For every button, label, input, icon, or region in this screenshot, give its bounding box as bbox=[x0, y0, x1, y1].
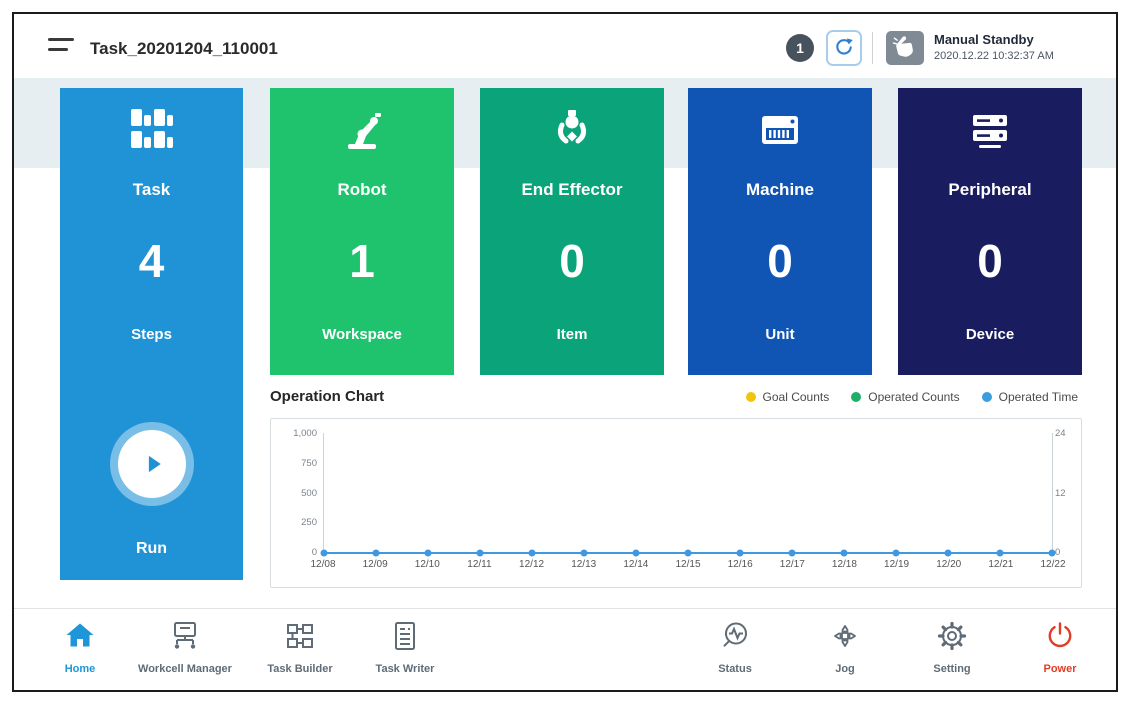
end-effector-card-label: End Effector bbox=[480, 180, 664, 200]
legend-goal-counts: Goal Counts bbox=[746, 390, 830, 404]
refresh-icon bbox=[833, 36, 855, 61]
robot-arm-icon bbox=[270, 107, 454, 153]
jog-icon bbox=[828, 619, 862, 658]
server-icon bbox=[898, 107, 1082, 153]
machine-icon bbox=[688, 107, 872, 153]
chart-left-ticks: 1,0007505002500 bbox=[275, 428, 317, 558]
nav-workcell-manager-label: Workcell Manager bbox=[138, 663, 232, 675]
chart-plot bbox=[323, 433, 1053, 553]
chart-title: Operation Chart bbox=[270, 388, 384, 405]
operated-counts-dot bbox=[851, 392, 861, 402]
robot-card-sublabel: Workspace bbox=[270, 326, 454, 343]
task-builder-icon bbox=[283, 619, 317, 658]
home-icon bbox=[63, 619, 97, 658]
power-icon bbox=[1043, 619, 1077, 658]
nav-setting-label: Setting bbox=[933, 663, 970, 675]
machine-card-value: 0 bbox=[688, 234, 872, 288]
task-card[interactable]: Task 4 Steps Run bbox=[60, 88, 243, 580]
mode-label: Manual Standby bbox=[934, 32, 1054, 47]
gripper-icon bbox=[480, 107, 664, 151]
peripheral-card-value: 0 bbox=[898, 234, 1082, 288]
mode-status: Manual Standby 2020.12.22 10:32:37 AM bbox=[934, 32, 1054, 62]
nav-power-label: Power bbox=[1043, 663, 1076, 675]
nav-task-writer-label: Task Writer bbox=[376, 663, 435, 675]
task-grid-icon bbox=[60, 107, 243, 151]
task-title: Task_20201204_110001 bbox=[90, 39, 278, 59]
top-bar: Task_20201204_110001 1 bbox=[14, 14, 1116, 78]
goal-counts-dot bbox=[746, 392, 756, 402]
refresh-button[interactable] bbox=[826, 30, 862, 66]
end-effector-card-value: 0 bbox=[480, 234, 664, 288]
menu-icon[interactable] bbox=[48, 38, 76, 58]
setting-icon bbox=[935, 619, 969, 658]
peripheral-card-sublabel: Device bbox=[898, 326, 1082, 343]
nav-home-label: Home bbox=[65, 663, 96, 675]
peripheral-card[interactable]: Peripheral 0 Device bbox=[898, 88, 1082, 375]
workcell-manager-icon bbox=[168, 619, 202, 658]
legend-operated-counts: Operated Counts bbox=[851, 390, 959, 404]
nav-task-builder-label: Task Builder bbox=[267, 663, 332, 675]
machine-card[interactable]: Machine 0 Unit bbox=[688, 88, 872, 375]
nav-status-label: Status bbox=[718, 663, 752, 675]
bottom-nav: Home Workcell Manager bbox=[14, 608, 1116, 690]
peripheral-card-label: Peripheral bbox=[898, 180, 1082, 200]
end-effector-card[interactable]: End Effector 0 Item bbox=[480, 88, 664, 375]
nav-power[interactable]: Power bbox=[995, 619, 1118, 675]
play-icon bbox=[118, 430, 186, 498]
chart-legend: Goal Counts Operated Counts Operated Tim… bbox=[746, 390, 1078, 404]
legend-label-goal: Goal Counts bbox=[763, 390, 830, 404]
nav-workcell-manager[interactable]: Workcell Manager bbox=[120, 619, 250, 675]
header-divider bbox=[872, 32, 873, 64]
manual-mode-button[interactable] bbox=[886, 31, 924, 65]
machine-card-sublabel: Unit bbox=[688, 326, 872, 343]
app-window: Task_20201204_110001 1 bbox=[12, 12, 1118, 692]
task-card-label: Task bbox=[60, 180, 243, 200]
chart-right-ticks: 24120 bbox=[1055, 428, 1077, 558]
legend-label-operated-time: Operated Time bbox=[999, 390, 1078, 404]
nav-task-writer[interactable]: Task Writer bbox=[340, 619, 470, 675]
task-card-value: 4 bbox=[60, 234, 243, 288]
run-button[interactable] bbox=[110, 422, 194, 506]
notification-badge[interactable]: 1 bbox=[786, 34, 814, 62]
legend-label-operated-counts: Operated Counts bbox=[868, 390, 959, 404]
end-effector-card-sublabel: Item bbox=[480, 326, 664, 343]
machine-card-label: Machine bbox=[688, 180, 872, 200]
task-card-sublabel: Steps bbox=[60, 326, 243, 343]
timestamp: 2020.12.22 10:32:37 AM bbox=[934, 50, 1054, 62]
robot-card-label: Robot bbox=[270, 180, 454, 200]
run-label: Run bbox=[60, 540, 243, 558]
operated-time-dot bbox=[982, 392, 992, 402]
status-icon bbox=[718, 619, 752, 658]
operation-chart: 1,0007505002500 24120 12/0812/0912/1012/… bbox=[270, 418, 1082, 588]
robot-card-value: 1 bbox=[270, 234, 454, 288]
chart-x-labels: 12/0812/0912/1012/1112/1212/1312/1412/15… bbox=[323, 559, 1053, 573]
robot-card[interactable]: Robot 1 Workspace bbox=[270, 88, 454, 375]
manual-hand-icon bbox=[891, 34, 919, 63]
task-writer-icon bbox=[388, 619, 422, 658]
nav-jog-label: Jog bbox=[835, 663, 855, 675]
legend-operated-time: Operated Time bbox=[982, 390, 1078, 404]
